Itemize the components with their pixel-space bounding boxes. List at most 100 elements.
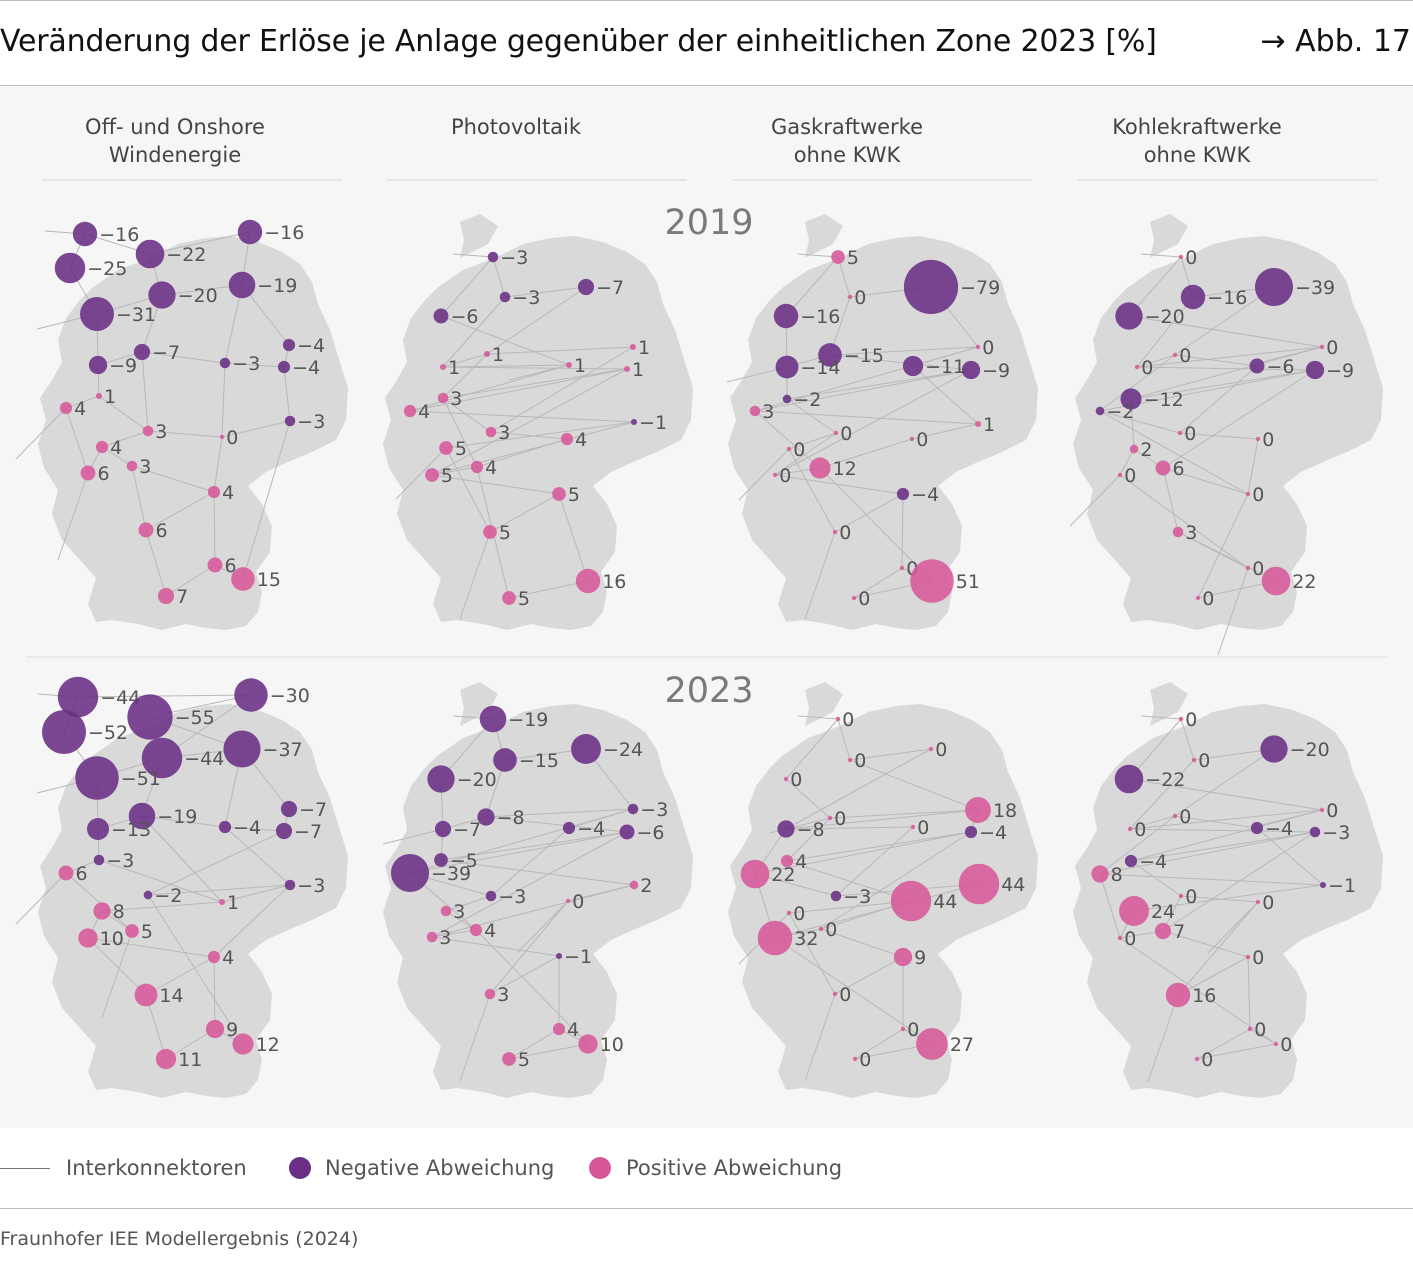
negative-bubble	[1114, 764, 1144, 794]
bubble-value-label: 3	[498, 422, 510, 444]
positive-bubble	[1172, 813, 1178, 819]
bubble-value-label: 0	[935, 739, 947, 761]
bubble-value-label: 0	[793, 903, 805, 925]
positive-bubble	[831, 250, 845, 264]
negative-bubble	[275, 822, 293, 840]
bubble-value-label: 0	[1262, 429, 1274, 451]
negative-bubble	[57, 676, 99, 718]
bubble-value-label: 3	[497, 984, 509, 1006]
bubble-value-label: 0	[840, 423, 852, 445]
interconnector-line	[65, 872, 133, 932]
bubble-value-label: 51	[956, 571, 980, 593]
bubble-value-label: 32	[794, 928, 818, 950]
interconnector-line	[1136, 346, 1323, 368]
bubble-value-label: −9	[109, 355, 137, 377]
positive-bubble	[469, 923, 483, 937]
bubble-value-label: −3	[232, 353, 260, 375]
interconnector-line	[774, 432, 837, 476]
negative-bubble	[87, 818, 109, 840]
bubble-value-label: 9	[226, 1019, 238, 1041]
positive-bubble	[565, 361, 573, 369]
positive-bubble	[1178, 254, 1184, 260]
bubble-value-label: −20	[178, 285, 218, 307]
interconnector-line	[431, 466, 478, 476]
bubble-value-label: 0	[982, 337, 994, 359]
interconnector-line	[1099, 815, 1176, 875]
bubble-value-label: 8	[113, 901, 125, 923]
bubble-value-label: 24	[1151, 901, 1175, 923]
interconnector-line	[165, 564, 216, 597]
interconnector-line	[774, 474, 904, 495]
bubble-value-label: 0	[1134, 819, 1146, 841]
year-label: 2023	[664, 671, 753, 711]
bubble-value-label: 4	[418, 401, 430, 423]
germany-map	[728, 682, 1188, 1098]
negative-bubble	[1095, 406, 1105, 416]
interconnector-line	[87, 937, 215, 958]
bubble-value-label: 0	[1179, 345, 1191, 367]
negative-bubble	[280, 800, 298, 818]
column-header-line1: Photovoltaik	[451, 115, 582, 139]
interconnector-line	[754, 831, 972, 875]
figure-reference-link[interactable]: → Abb. 17	[1260, 24, 1411, 59]
bubble-value-label: −79	[960, 277, 1000, 299]
positive-bubble	[78, 928, 98, 948]
interconnector-line	[785, 826, 914, 830]
bubble-value-label: −14	[800, 357, 840, 379]
positive-bubble	[1273, 1041, 1279, 1047]
interconnector-line	[431, 474, 560, 495]
column-header-line1: Off- und Onshore	[85, 115, 265, 139]
positive-bubble	[757, 920, 793, 956]
bubble-value-label: −13	[111, 819, 151, 841]
bubble-value-label: −4	[979, 822, 1007, 844]
interconnector-line	[1128, 315, 1323, 348]
negative-bubble	[487, 251, 499, 263]
bubble-value-label: −16	[800, 306, 840, 328]
positive-bubble	[623, 365, 631, 373]
negative-bubble	[577, 278, 595, 296]
bubble-value-label: 4	[484, 920, 496, 942]
negative-bubble	[390, 853, 430, 893]
northern-coast-shape	[805, 682, 843, 726]
positive-bubble	[1177, 430, 1183, 436]
bubble-value-label: 7	[176, 586, 188, 608]
positive-bubble	[1261, 566, 1291, 596]
interconnector-line	[785, 778, 831, 819]
bubble-value-label: 18	[993, 800, 1017, 822]
interconnector-line	[1099, 873, 1121, 939]
bubble-value-label: 3	[450, 388, 462, 410]
interconnector-line	[489, 493, 560, 533]
bubble-value-label: 14	[159, 985, 183, 1007]
negative-bubble	[903, 259, 959, 315]
interconnector-line	[1099, 354, 1176, 412]
interconnector-line	[490, 827, 570, 897]
negative-bubble	[72, 221, 98, 247]
legend: Interkonnektoren Negative Abweichung Pos…	[0, 1150, 1413, 1190]
bubble-value-label: 4	[74, 398, 86, 420]
interconnector-line	[459, 993, 491, 1082]
interconnector-line	[820, 831, 972, 930]
positive-bubble	[578, 1034, 598, 1054]
interconnector-line	[504, 286, 587, 298]
bubble-value-label: 0	[1184, 423, 1196, 445]
positive-bubble	[809, 457, 831, 479]
bubble-value-label: 0	[917, 817, 929, 839]
interconnector-line	[147, 830, 285, 896]
bubble-value-label: 4	[795, 851, 807, 873]
positive-bubble	[1319, 807, 1325, 813]
interconnector-line	[442, 353, 488, 368]
interconnector-line	[1130, 809, 1323, 862]
bubble-value-label: 0	[842, 709, 854, 731]
interconnector-line	[395, 447, 447, 500]
interconnector-line	[1162, 930, 1249, 958]
bubble-value-label: 11	[178, 1049, 202, 1071]
negative-bubble	[133, 343, 151, 361]
interconnector-line	[754, 410, 979, 425]
interconnector-line	[141, 351, 226, 364]
interconnector-line	[1207, 901, 1259, 954]
bubble-value-label: −3	[512, 287, 540, 309]
positive-bubble	[58, 865, 74, 881]
interconnector-legend-line	[0, 1168, 50, 1169]
interconnector-line	[442, 397, 492, 433]
negative-legend-dot	[289, 1157, 311, 1179]
